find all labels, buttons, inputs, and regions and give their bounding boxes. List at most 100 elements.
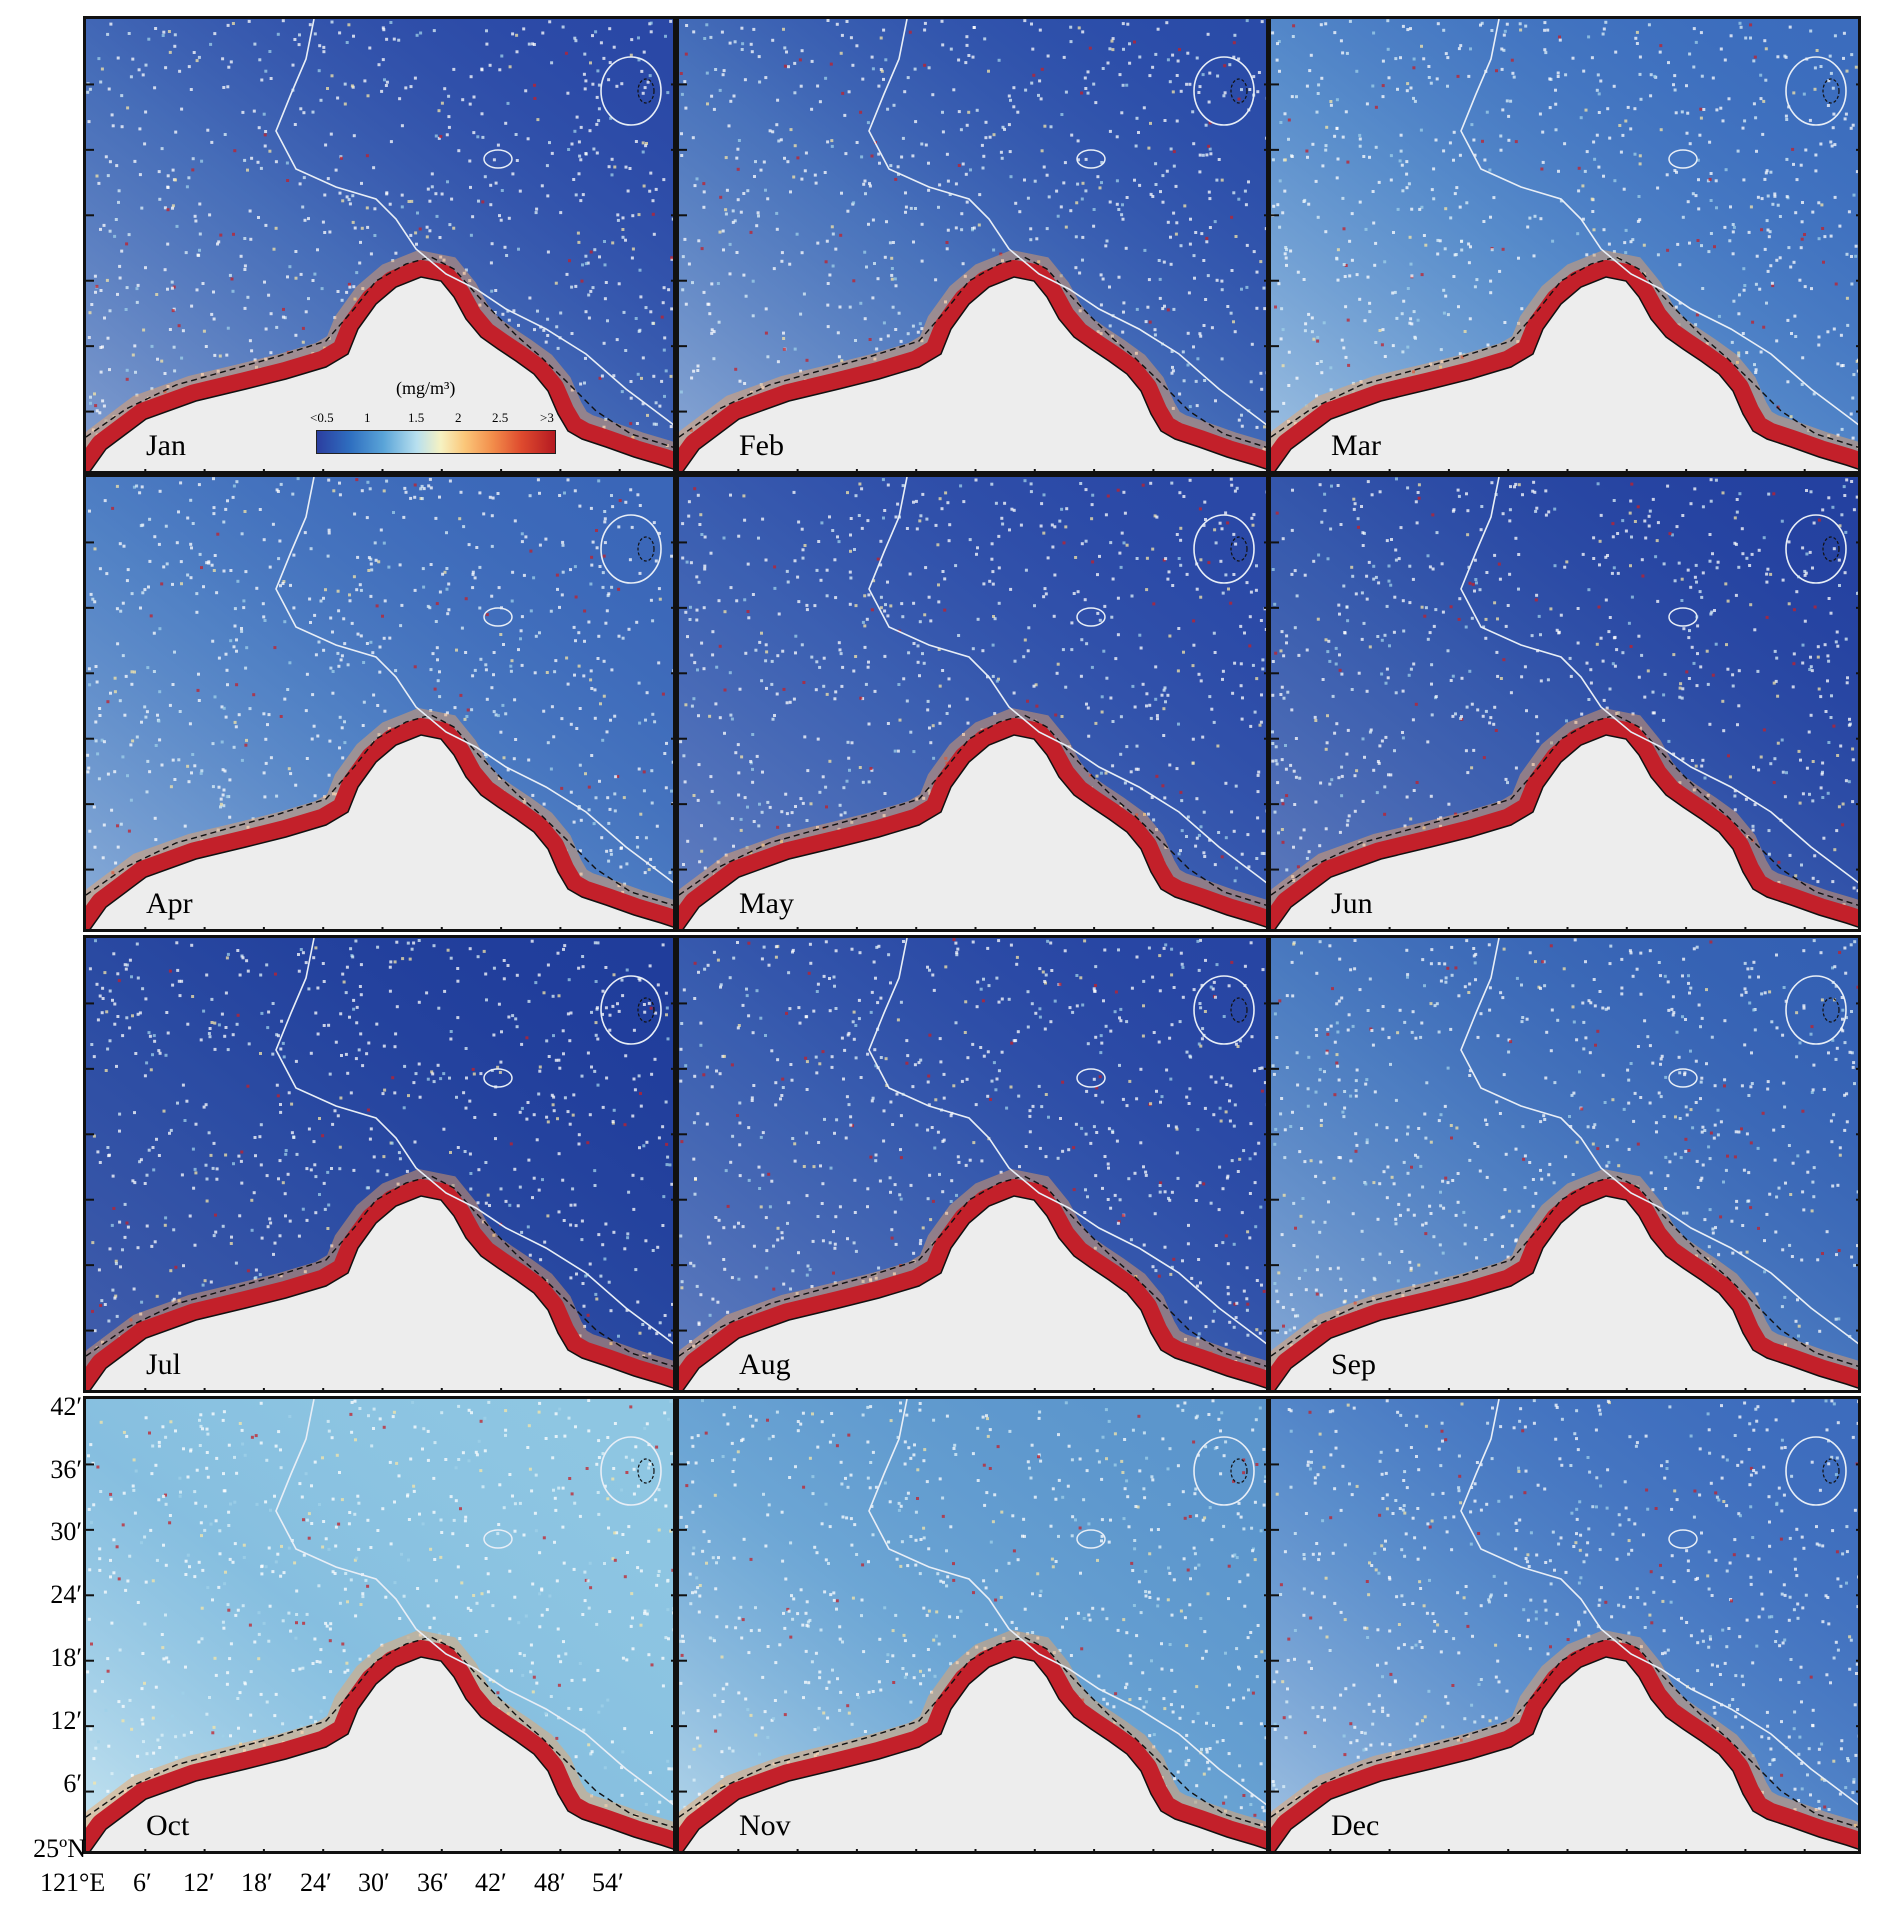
seamount-contour (600, 1436, 662, 1506)
seamount-inner-contour (637, 78, 655, 104)
frame-ticks (1271, 83, 1858, 471)
month-label: Jul (146, 1348, 182, 1381)
seamount-contour (1785, 1436, 1847, 1506)
map-panel-jan: Jan (83, 16, 676, 474)
seamount-contour (600, 975, 662, 1045)
seamount-contour (1785, 514, 1847, 584)
colorbar-tick-label: <0.5 (310, 410, 334, 425)
map-image (679, 477, 1266, 929)
map-panel-nov: Nov (676, 1396, 1269, 1854)
y-axis-label: 18′ (50, 1643, 82, 1672)
shoal-contour (1668, 149, 1698, 169)
seamount-contour (1785, 975, 1847, 1045)
seamount-inner-contour (1230, 1458, 1248, 1484)
frame-ticks (86, 83, 673, 471)
month-label: Jan (146, 429, 186, 462)
frame-ticks (1271, 541, 1858, 929)
shoal-contour (483, 1068, 513, 1088)
seamount-inner-contour (1230, 78, 1248, 104)
map-image (1271, 1399, 1858, 1851)
x-axis-label: 12′ (183, 1868, 215, 1897)
month-label: Aug (739, 1348, 791, 1381)
seamount-contour (1193, 1436, 1255, 1506)
month-label: Nov (739, 1809, 791, 1842)
shoal-contour (1076, 1068, 1106, 1088)
shoal-contour (1668, 1529, 1698, 1549)
isobath-line (868, 1399, 1266, 1806)
isobath-line (868, 19, 1266, 426)
seamount-inner-contour (1822, 78, 1840, 104)
isobath-line (275, 938, 673, 1345)
land-mass (1274, 276, 1858, 471)
map-panel-apr: Apr (83, 474, 676, 932)
dashed-contour (679, 256, 1266, 448)
map-panel-jun: Jun (1268, 474, 1861, 932)
isobath-line (275, 477, 673, 884)
seamount-contour (600, 56, 662, 126)
y-axis-label: 6′ (63, 1769, 82, 1798)
land-mass (89, 734, 673, 929)
y-axis-label: 42′ (50, 1392, 82, 1421)
land-mass (682, 1656, 1266, 1851)
month-label: May (739, 887, 794, 920)
month-label: Oct (146, 1809, 190, 1842)
colorbar-tick-label: 2.5 (492, 410, 509, 425)
seamount-contour (1785, 56, 1847, 126)
map-panel-mar: Mar (1268, 16, 1861, 474)
map-panel-feb: Feb (676, 16, 1269, 474)
seamount-inner-contour (1822, 536, 1840, 562)
land-mass (682, 276, 1266, 471)
dashed-contour (1271, 1636, 1858, 1828)
x-axis-label: 48′ (534, 1868, 566, 1897)
isobath-line (275, 19, 673, 426)
map-panel-oct: Oct (83, 1396, 676, 1854)
frame-ticks (679, 1002, 1266, 1390)
seamount-inner-contour (1822, 997, 1840, 1023)
shoal-contour (1076, 149, 1106, 169)
seamount-contour (1193, 56, 1255, 126)
seamount-contour (1193, 514, 1255, 584)
map-panel-jul: Jul (83, 935, 676, 1393)
isobath-line (1460, 1399, 1858, 1806)
month-label: Apr (146, 887, 193, 920)
colorbar-unit: (mg/m³) (396, 378, 456, 398)
x-axis-label: 6′ (133, 1868, 152, 1897)
month-label: Sep (1331, 1348, 1376, 1381)
map-image (1271, 477, 1858, 929)
dashed-contour (1271, 256, 1858, 448)
dashed-contour (1271, 714, 1858, 906)
seamount-inner-contour (637, 536, 655, 562)
x-axis-label: 36′ (417, 1868, 449, 1897)
y-axis-label: 24′ (50, 1580, 82, 1609)
frame-ticks (679, 83, 1266, 471)
colorbar-tick-label: >3 (540, 410, 554, 425)
isobath-line (868, 938, 1266, 1345)
map-image (86, 19, 673, 471)
land-mass (89, 276, 673, 471)
isobath-line (1460, 477, 1858, 884)
frame-ticks (86, 1002, 673, 1390)
map-panel-aug: Aug (676, 935, 1269, 1393)
map-panel-may: May (676, 474, 1269, 932)
frame-ticks (679, 541, 1266, 929)
x-axis-label: 121°E (40, 1868, 106, 1897)
colorbar-tick-label: 1 (364, 410, 371, 425)
dashed-contour (86, 1175, 673, 1367)
land-mass (89, 1656, 673, 1851)
map-image (1271, 938, 1858, 1390)
y-axis-label: 36′ (50, 1455, 82, 1484)
map-image (86, 477, 673, 929)
month-label: Dec (1331, 1809, 1380, 1842)
month-label: Mar (1331, 429, 1381, 462)
shoal-contour (483, 1529, 513, 1549)
shoal-contour (1668, 1068, 1698, 1088)
dashed-contour (86, 714, 673, 906)
isobath-line (868, 477, 1266, 884)
colorbar-tick-label: 1.5 (408, 410, 425, 425)
map-image (679, 1399, 1266, 1851)
frame-ticks (679, 1463, 1266, 1851)
land-mass (682, 1195, 1266, 1390)
seamount-contour (1193, 975, 1255, 1045)
colorbar (316, 430, 556, 454)
